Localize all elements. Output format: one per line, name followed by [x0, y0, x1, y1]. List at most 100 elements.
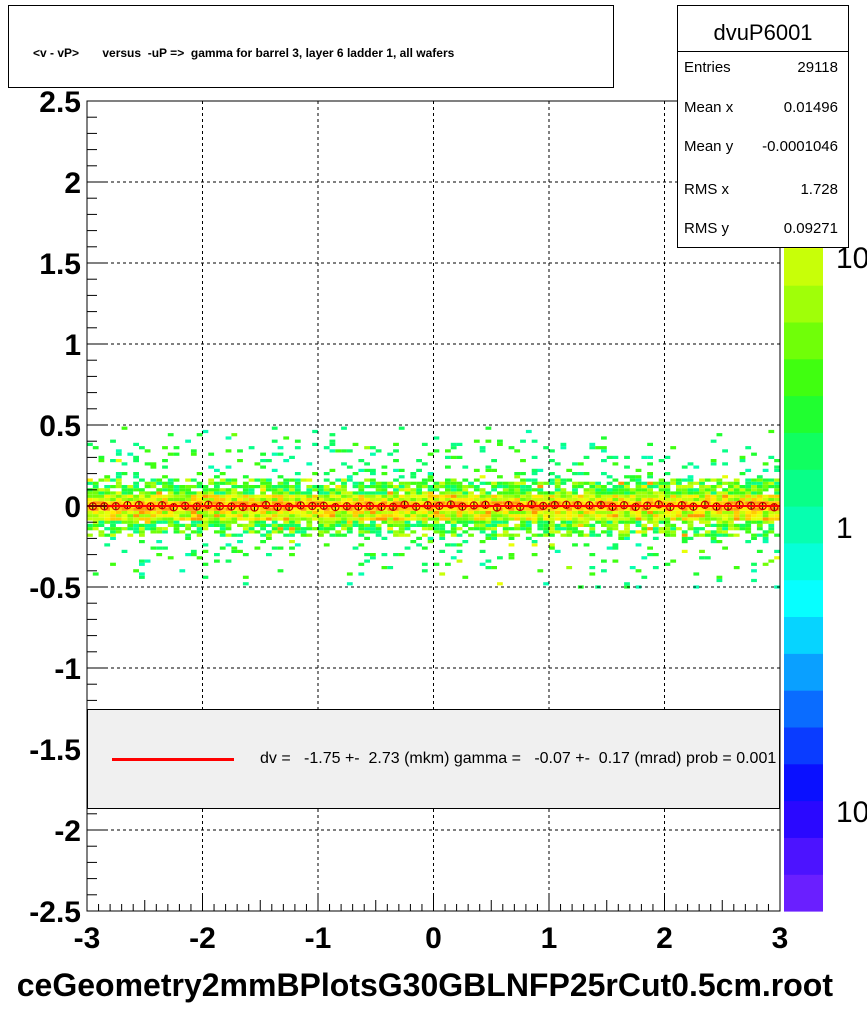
- heatmap-cell: [214, 491, 220, 495]
- palette-segment: [784, 726, 823, 765]
- heatmap-cell: [277, 446, 284, 450]
- heatmap-cell: [323, 497, 330, 502]
- heatmap-cell: [398, 520, 405, 524]
- heatmap-cell: [473, 514, 480, 518]
- heatmap-cell: [329, 510, 336, 515]
- heatmap-cell: [98, 491, 105, 495]
- heatmap-cell: [624, 507, 630, 511]
- heatmap-cell: [214, 485, 220, 489]
- heatmap-cell: [398, 468, 405, 472]
- heatmap-cell: [733, 478, 740, 482]
- heatmap-cell: [318, 488, 324, 492]
- heatmap-cell: [346, 510, 353, 515]
- heatmap-cell: [416, 517, 422, 521]
- heatmap-cell: [214, 497, 220, 502]
- heatmap-cell: [739, 459, 746, 463]
- heatmap-cell: [318, 510, 324, 515]
- heatmap-cell: [242, 497, 249, 502]
- heatmap-cell: [289, 501, 295, 505]
- heatmap-cell: [543, 533, 549, 537]
- heatmap-cell: [641, 533, 648, 537]
- heatmap-cell: [774, 556, 780, 560]
- heatmap-cell: [479, 517, 486, 521]
- heatmap-cell: [370, 507, 376, 511]
- heatmap-cell: [549, 478, 555, 482]
- heatmap-cell: [699, 478, 705, 482]
- heatmap-cell: [612, 527, 619, 531]
- heatmap-cell: [566, 491, 573, 495]
- heatmap-cell: [185, 491, 191, 495]
- heatmap-cell: [121, 494, 128, 498]
- heatmap-cell: [618, 510, 625, 515]
- heatmap-cell: [139, 562, 145, 566]
- heatmap-cell: [676, 488, 682, 492]
- heatmap-cell: [196, 472, 203, 476]
- heatmap-cell: [733, 533, 740, 537]
- heatmap-cell: [260, 465, 266, 469]
- heatmap-cell: [202, 494, 209, 498]
- heatmap-cell: [739, 485, 746, 489]
- heatmap-cell: [439, 485, 446, 489]
- heatmap-cell: [468, 507, 474, 511]
- heatmap-cell: [549, 494, 555, 498]
- y-tick-label: -2.5: [29, 896, 81, 929]
- heatmap-cell: [549, 497, 555, 502]
- heatmap-cell: [323, 523, 330, 527]
- heatmap-cell: [393, 523, 399, 527]
- heatmap-cell: [156, 540, 163, 544]
- heatmap-cell: [254, 546, 261, 550]
- heatmap-cell: [173, 520, 180, 524]
- y-tick-label: 1: [64, 329, 81, 362]
- heatmap-cell: [693, 494, 700, 498]
- heatmap-cell: [260, 523, 266, 527]
- heatmap-cell: [156, 478, 163, 482]
- heatmap-cell: [185, 478, 191, 482]
- heatmap-cell: [497, 514, 503, 518]
- heatmap-cell: [87, 478, 93, 482]
- heatmap-cell: [554, 523, 561, 527]
- heatmap-cell: [289, 553, 295, 557]
- heatmap-cell: [318, 497, 324, 502]
- heatmap-cell: [283, 510, 290, 515]
- heatmap-cell: [508, 510, 515, 515]
- heatmap-cell: [554, 517, 561, 521]
- heatmap-cell: [531, 455, 538, 459]
- heatmap-cell: [566, 523, 573, 527]
- chart-title: <v - vP> versus -uP => gamma for barrel …: [33, 46, 455, 60]
- heatmap-cell: [641, 575, 648, 579]
- heatmap-cell: [260, 507, 266, 511]
- heatmap-cell: [115, 520, 122, 524]
- heatmap-cell: [248, 491, 255, 495]
- heatmap-cell: [427, 536, 434, 540]
- heatmap-cell: [647, 462, 653, 466]
- heatmap-cell: [196, 494, 203, 498]
- heatmap-cell: [508, 556, 515, 560]
- heatmap-cell: [346, 530, 353, 534]
- heatmap-cell: [150, 491, 157, 495]
- heatmap-cell: [167, 520, 174, 524]
- heatmap-cell: [398, 517, 405, 521]
- heatmap-cell: [450, 478, 457, 482]
- heatmap-cell: [566, 468, 573, 472]
- heatmap-cell: [387, 491, 394, 495]
- heatmap-cell: [208, 488, 215, 492]
- heatmap-cell: [110, 494, 116, 498]
- heatmap-cell: [589, 553, 596, 557]
- heatmap-cell: [462, 488, 469, 492]
- heatmap-cell: [670, 559, 677, 563]
- heatmap-cell: [774, 501, 780, 505]
- heatmap-cell: [728, 491, 734, 495]
- heatmap-cell: [745, 540, 752, 544]
- heatmap-cell: [370, 530, 376, 534]
- heatmap-cell: [508, 536, 515, 540]
- heatmap-cell: [560, 510, 567, 515]
- heatmap-cell: [704, 510, 711, 515]
- heatmap-cell: [704, 533, 711, 537]
- heatmap-cell: [318, 520, 324, 524]
- heatmap-cell: [208, 517, 215, 521]
- heatmap-cell: [421, 569, 428, 573]
- heatmap-cell: [554, 497, 561, 502]
- heatmap-cell: [375, 491, 382, 495]
- heatmap-cell: [104, 510, 111, 515]
- heatmap-cell: [133, 514, 139, 518]
